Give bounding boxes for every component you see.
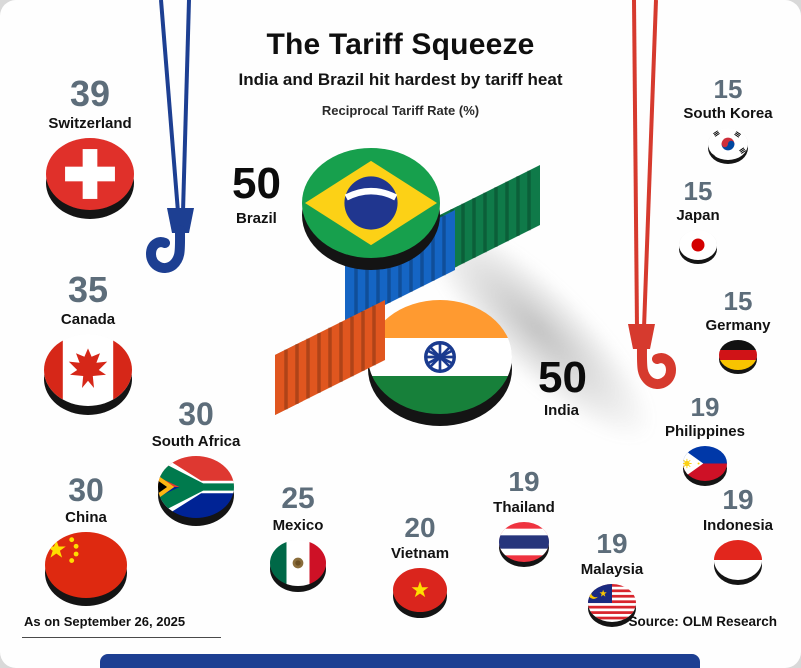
country-brazil: 50 Brazil xyxy=(228,148,528,288)
tariff-value: 30 xyxy=(178,396,214,432)
tariff-value: 15 xyxy=(723,286,753,316)
country-indonesia: 19 Indonesia xyxy=(688,484,788,585)
switzerland-flag-icon xyxy=(46,137,134,210)
china-flag-icon xyxy=(45,531,127,598)
country-label: India xyxy=(544,402,580,419)
country-label: Malaysia xyxy=(580,560,644,578)
country-india: 50 India xyxy=(366,300,646,440)
country-mexico: 25 Mexico xyxy=(248,482,348,592)
country-label: Brazil xyxy=(236,210,277,227)
country-label: China xyxy=(65,508,107,526)
tariff-value: 19 xyxy=(722,484,754,515)
tariff-value: 19 xyxy=(508,466,540,497)
tariff-value: 15 xyxy=(683,176,713,206)
philippines-flag-icon xyxy=(683,445,727,481)
tariff-value: 50 xyxy=(232,159,281,208)
country-label: South Korea xyxy=(683,104,773,122)
canada-flag-icon xyxy=(44,333,132,406)
country-label: Germany xyxy=(705,316,771,334)
country-malaysia: 19 Malaysia xyxy=(562,528,662,627)
country-label: Switzerland xyxy=(48,114,132,132)
south-africa-flag-icon xyxy=(158,455,234,518)
country-south-korea: 15 South Korea xyxy=(678,76,778,164)
unit-label: Reciprocal Tariff Rate (%) xyxy=(321,103,480,118)
tariff-value: 50 xyxy=(538,353,587,402)
south-korea-flag-icon xyxy=(708,127,748,160)
country-label: Indonesia xyxy=(702,516,773,534)
country-canada: 35 Canada xyxy=(28,269,148,415)
country-thailand: 19 Thailand xyxy=(474,466,574,567)
container-orange-icon xyxy=(275,286,413,415)
country-label: Vietnam xyxy=(390,544,450,562)
as-of-date: As on September 26, 2025 xyxy=(22,614,222,638)
country-switzerland: 39 Switzerland xyxy=(30,73,150,219)
thailand-flag-icon xyxy=(499,521,549,562)
country-south-africa: 30 South Africa xyxy=(136,398,256,526)
japan-flag-icon xyxy=(679,229,717,260)
malaysia-flag-icon xyxy=(588,583,636,622)
country-china: 30 China xyxy=(26,474,146,606)
country-label: Mexico xyxy=(272,516,324,534)
source-label: Source: OLM Research xyxy=(628,614,777,629)
mexico-flag-icon xyxy=(270,539,326,586)
germany-flag-icon xyxy=(719,339,757,370)
country-label: Japan xyxy=(676,206,720,224)
tariff-value: 35 xyxy=(67,269,109,310)
country-label: Canada xyxy=(60,310,116,328)
tariff-value: 30 xyxy=(68,472,104,508)
tariff-value: 19 xyxy=(596,528,628,559)
tariff-value: 15 xyxy=(713,74,743,104)
tariff-value: 25 xyxy=(281,482,315,515)
country-japan: 15 Japan xyxy=(648,178,748,264)
vietnam-flag-icon xyxy=(393,567,447,612)
crane-hook-left-icon xyxy=(145,0,194,273)
country-philippines: 19 Philippines xyxy=(652,394,758,486)
country-label: Philippines xyxy=(664,422,745,440)
indonesia-flag-icon xyxy=(714,539,762,580)
tariff-value: 19 xyxy=(690,392,720,422)
country-vietnam: 20 Vietnam xyxy=(370,512,470,618)
brazil-flag-icon xyxy=(302,148,440,258)
subtitle: India and Brazil hit hardest by tariff h… xyxy=(238,70,563,89)
country-germany: 15 Germany xyxy=(688,288,788,374)
tariff-value: 39 xyxy=(69,73,111,114)
bottom-accent-bar xyxy=(100,654,700,668)
header: The Tariff Squeeze India and Brazil hit … xyxy=(0,28,801,118)
country-label: Thailand xyxy=(493,498,555,516)
tariff-value: 20 xyxy=(404,512,436,543)
india-flag-icon xyxy=(368,300,512,414)
country-label: South Africa xyxy=(151,432,241,450)
crane-hook-right-icon xyxy=(628,0,677,389)
page-title: The Tariff Squeeze xyxy=(266,28,535,61)
